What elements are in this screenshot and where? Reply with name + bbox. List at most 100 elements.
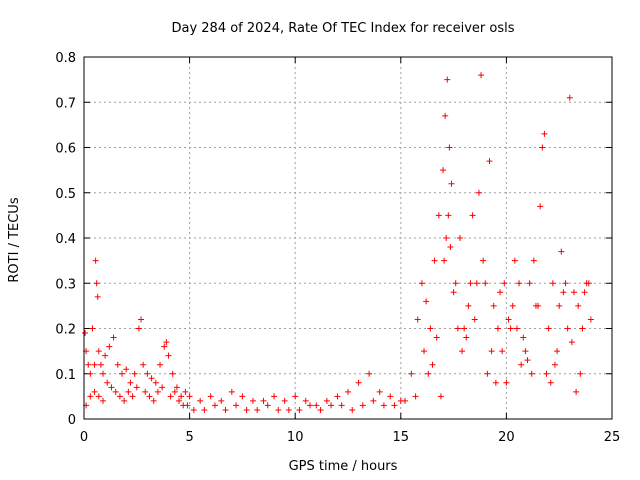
data-point xyxy=(197,397,204,404)
data-point xyxy=(135,325,142,332)
data-point xyxy=(110,334,117,341)
data-point xyxy=(577,370,584,377)
data-point xyxy=(554,348,561,355)
data-point xyxy=(513,325,520,332)
data-point xyxy=(490,302,497,309)
data-point xyxy=(313,402,320,409)
data-point xyxy=(104,379,111,386)
data-point xyxy=(488,348,495,355)
data-point xyxy=(165,352,172,359)
data-point xyxy=(91,388,98,395)
data-point xyxy=(345,388,351,395)
data-point xyxy=(433,334,440,341)
data-point xyxy=(471,316,478,323)
data-point xyxy=(446,144,453,151)
data-point xyxy=(463,334,470,341)
y-tick-label: 0.6 xyxy=(55,142,76,157)
data-point xyxy=(264,402,271,409)
data-point xyxy=(97,361,104,368)
data-point xyxy=(414,316,421,323)
data-point xyxy=(323,397,330,404)
data-point xyxy=(448,180,455,187)
data-point xyxy=(87,370,94,377)
data-point xyxy=(537,203,544,210)
data-point xyxy=(585,280,592,287)
data-point xyxy=(539,144,546,151)
data-point xyxy=(440,167,447,174)
data-point xyxy=(435,212,442,219)
data-point xyxy=(142,388,149,395)
data-point xyxy=(207,393,214,400)
data-point xyxy=(441,257,448,264)
data-point xyxy=(431,257,438,264)
data-point xyxy=(541,130,548,137)
x-axis-label: GPS time / hours xyxy=(289,459,398,474)
data-point xyxy=(467,280,474,287)
data-points xyxy=(82,72,594,413)
data-point xyxy=(285,406,292,413)
y-tick-label: 0 xyxy=(68,413,76,428)
data-point xyxy=(163,339,170,346)
data-point xyxy=(408,370,415,377)
data-point xyxy=(423,298,430,305)
data-point xyxy=(186,393,193,400)
data-point xyxy=(100,370,107,377)
data-point xyxy=(505,316,512,323)
data-point xyxy=(169,370,176,377)
data-point xyxy=(499,348,506,355)
data-point xyxy=(478,72,485,79)
data-point xyxy=(528,370,535,377)
data-point xyxy=(558,248,565,255)
data-point xyxy=(306,402,313,409)
data-point xyxy=(486,158,493,165)
y-tick-label: 0.1 xyxy=(55,368,76,383)
data-point xyxy=(429,361,436,368)
plot-frame xyxy=(83,56,613,420)
x-tick-label: 5 xyxy=(185,430,193,445)
data-point xyxy=(100,397,107,404)
x-tick-label: 25 xyxy=(604,430,621,445)
data-point xyxy=(106,343,113,350)
data-point xyxy=(89,325,96,332)
data-point xyxy=(442,112,449,119)
axis-ticks: 0 5 10 15 20 25 0 0.1 0.2 0.3 0.4 0.5 0.6 0.7 0.8 xyxy=(55,51,620,445)
data-point xyxy=(492,379,499,386)
grid-lines xyxy=(84,57,612,419)
data-point xyxy=(447,244,454,251)
data-point xyxy=(173,384,180,391)
data-point xyxy=(243,406,250,413)
data-point xyxy=(547,379,554,386)
y-tick-label: 0.8 xyxy=(55,51,76,66)
data-point xyxy=(444,76,451,83)
data-point xyxy=(121,397,128,404)
data-point xyxy=(102,352,109,359)
data-point xyxy=(146,393,153,400)
data-point xyxy=(138,316,145,323)
data-point xyxy=(190,406,197,413)
data-point xyxy=(125,388,132,395)
data-point xyxy=(239,393,246,400)
data-point xyxy=(459,348,466,355)
data-point xyxy=(148,375,155,382)
data-point xyxy=(119,370,126,377)
data-point xyxy=(91,361,98,368)
data-point xyxy=(254,406,261,413)
x-tick-label: 15 xyxy=(393,430,410,445)
data-point xyxy=(465,302,472,309)
data-point xyxy=(95,393,102,400)
data-point xyxy=(317,406,324,413)
data-point xyxy=(484,370,491,377)
data-point xyxy=(469,212,476,219)
data-point xyxy=(535,302,542,309)
data-point xyxy=(575,302,582,309)
data-point xyxy=(292,393,299,400)
data-point xyxy=(182,388,189,395)
data-point xyxy=(391,402,398,409)
data-point xyxy=(94,293,101,300)
data-point xyxy=(228,388,235,395)
data-point xyxy=(154,388,161,395)
data-point xyxy=(260,397,267,404)
data-point xyxy=(562,280,569,287)
y-tick-label: 0.2 xyxy=(55,323,76,338)
